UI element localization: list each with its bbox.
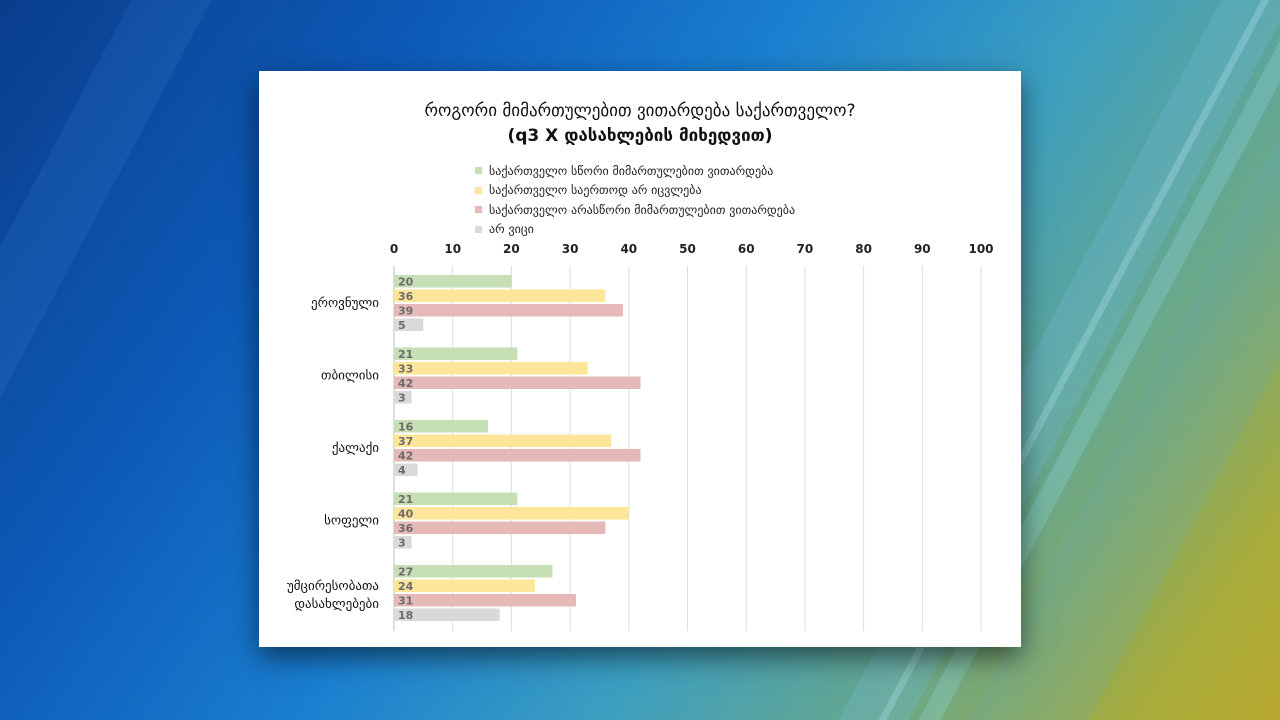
data-label: 42 <box>398 450 413 463</box>
x-tick-label: 0 <box>390 242 398 256</box>
bar <box>394 449 641 462</box>
x-tick-label: 90 <box>914 242 931 256</box>
data-label: 36 <box>398 290 414 303</box>
x-tick-label: 100 <box>968 242 993 256</box>
category-label: სოფელი <box>324 514 379 529</box>
bar <box>394 507 629 520</box>
data-label: 21 <box>398 493 413 506</box>
bar <box>394 608 500 621</box>
chart-plot: 0 10 20 30 40 50 60 70 80 90 1002036395ეროვნული213… <box>287 242 994 631</box>
data-label: 18 <box>398 609 413 622</box>
bar <box>394 289 606 302</box>
legend-label: საქართველო არასწორი მიმართულებით ვითარდე… <box>489 202 796 217</box>
data-label: 39 <box>398 305 413 318</box>
data-label: 33 <box>398 363 413 376</box>
data-label: 21 <box>398 348 413 361</box>
data-label: 16 <box>398 421 414 434</box>
bar <box>394 536 412 549</box>
legend-label: საქართველო საერთოდ არ იცვლება <box>489 183 702 198</box>
bar <box>394 391 412 404</box>
bar <box>394 420 488 433</box>
bar <box>394 362 588 375</box>
bar <box>394 521 606 534</box>
legend-swatch <box>475 186 482 194</box>
background-stripe <box>0 0 212 720</box>
legend-swatch <box>475 206 482 214</box>
x-tick-label: 80 <box>855 242 872 256</box>
chart-title: როგორი მიმართულებით ვითარდება საქართველო… <box>424 101 856 121</box>
x-tick-label: 20 <box>503 242 520 256</box>
data-label: 3 <box>398 392 406 405</box>
category-label: დასახლებები <box>294 597 379 612</box>
x-tick-label: 60 <box>738 242 755 256</box>
data-label: 20 <box>398 276 414 289</box>
bar <box>394 594 576 607</box>
x-tick-label: 10 <box>444 242 461 256</box>
chart-panel: როგორი მიმართულებით ვითარდება საქართველო… <box>259 71 1021 647</box>
category-label: ქალაქი <box>332 441 379 456</box>
bar <box>394 434 612 447</box>
chart-legend: საქართველო სწორი მიმართულებით ვითარდება … <box>475 161 795 239</box>
x-tick-label: 30 <box>562 242 579 256</box>
bar <box>394 463 418 476</box>
legend-item: არ ვიცი <box>475 220 795 240</box>
data-label: 36 <box>398 522 414 535</box>
bar <box>394 304 623 317</box>
legend-label: საქართველო სწორი მიმართულებით ვითარდება <box>489 163 774 178</box>
category-label: ეროვნული <box>311 296 379 311</box>
x-tick-label: 40 <box>620 242 637 256</box>
x-tick-label: 70 <box>797 242 814 256</box>
legend-swatch <box>475 167 482 175</box>
legend-swatch <box>475 225 482 233</box>
bar <box>394 376 641 389</box>
bar <box>394 579 535 592</box>
data-label: 27 <box>398 566 413 579</box>
category-label: თბილისი <box>321 369 379 384</box>
legend-item: საქართველო სწორი მიმართულებით ვითარდება <box>475 161 795 181</box>
legend-item: საქართველო არასწორი მიმართულებით ვითარდე… <box>475 200 795 220</box>
legend-item: საქართველო საერთოდ არ იცვლება <box>475 181 795 201</box>
data-label: 42 <box>398 377 413 390</box>
category-label: უმცირესობათა <box>287 579 379 594</box>
bar <box>394 347 518 360</box>
chart-subtitle: (q3 X დასახლების მიხედვით) <box>507 126 773 146</box>
data-label: 5 <box>398 319 406 332</box>
legend-label: არ ვიცი <box>489 222 534 237</box>
data-label: 40 <box>398 508 414 521</box>
bar <box>394 565 553 578</box>
data-label: 24 <box>398 580 414 593</box>
data-label: 3 <box>398 537 406 550</box>
bar <box>394 492 518 505</box>
bar <box>394 318 424 331</box>
data-label: 37 <box>398 435 413 448</box>
x-tick-label: 50 <box>679 242 696 256</box>
data-label: 31 <box>398 595 413 608</box>
data-label: 4 <box>398 464 406 477</box>
bar <box>394 275 512 288</box>
